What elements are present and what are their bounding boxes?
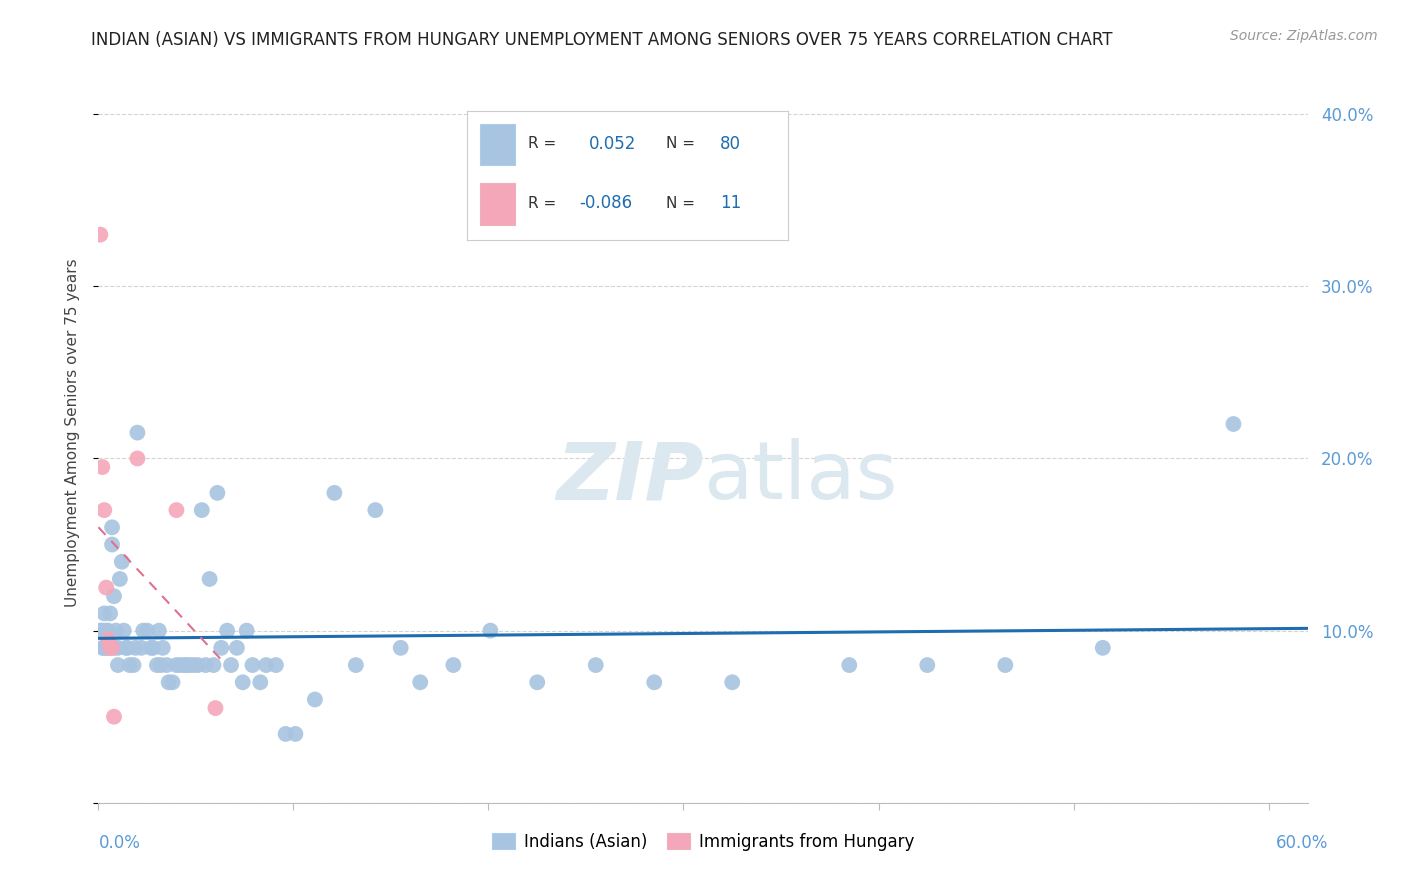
Point <box>209 640 232 655</box>
Point <box>202 658 225 673</box>
Point <box>93 607 115 621</box>
Point <box>107 640 129 655</box>
Point <box>96 624 118 638</box>
Point <box>101 520 124 534</box>
Point <box>198 572 221 586</box>
Point <box>97 640 120 655</box>
Point <box>389 640 412 655</box>
Point <box>994 658 1017 673</box>
Point <box>165 503 187 517</box>
Point <box>156 658 179 673</box>
Point <box>165 658 187 673</box>
Point <box>96 581 118 595</box>
Point <box>132 624 155 638</box>
Point <box>103 589 125 603</box>
Text: atlas: atlas <box>703 438 897 516</box>
Point <box>264 658 287 673</box>
Point <box>174 658 197 673</box>
Point <box>146 658 169 673</box>
Point <box>304 692 326 706</box>
Point <box>91 624 114 638</box>
Y-axis label: Unemployment Among Seniors over 75 years: Unemployment Among Seniors over 75 years <box>65 259 80 607</box>
Point <box>148 624 170 638</box>
Point <box>118 658 141 673</box>
Point <box>225 640 247 655</box>
Point <box>409 675 432 690</box>
Legend: Indians (Asian), Immigrants from Hungary: Indians (Asian), Immigrants from Hungary <box>485 826 921 857</box>
Point <box>98 640 121 655</box>
Point <box>96 640 118 655</box>
Point <box>107 658 129 673</box>
Point <box>344 658 367 673</box>
Point <box>162 675 184 690</box>
Point <box>721 675 744 690</box>
Point <box>254 658 277 673</box>
Point <box>217 624 239 638</box>
Point <box>1222 417 1244 431</box>
Point <box>274 727 297 741</box>
Point <box>101 640 124 655</box>
Point <box>204 701 226 715</box>
Point <box>139 640 162 655</box>
Point <box>1091 640 1114 655</box>
Point <box>249 675 271 690</box>
Point <box>104 624 127 638</box>
Point <box>111 555 134 569</box>
Point <box>89 624 111 638</box>
Point <box>235 624 257 638</box>
Text: 60.0%: 60.0% <box>1277 834 1329 852</box>
Point <box>526 675 548 690</box>
Point <box>136 624 159 638</box>
Point <box>114 640 136 655</box>
Point <box>97 624 120 638</box>
Point <box>157 675 180 690</box>
Point <box>183 658 205 673</box>
Point <box>91 460 114 475</box>
Point <box>917 658 939 673</box>
Text: INDIAN (ASIAN) VS IMMIGRANTS FROM HUNGARY UNEMPLOYMENT AMONG SENIORS OVER 75 YEA: INDIAN (ASIAN) VS IMMIGRANTS FROM HUNGAR… <box>91 31 1114 49</box>
Point <box>187 658 209 673</box>
Point <box>103 640 125 655</box>
Point <box>169 658 191 673</box>
Point <box>364 503 387 517</box>
Point <box>284 727 307 741</box>
Point <box>323 486 346 500</box>
Point <box>98 607 121 621</box>
Point <box>117 640 139 655</box>
Point <box>173 658 195 673</box>
Point <box>191 503 214 517</box>
Text: 0.0%: 0.0% <box>98 834 141 852</box>
Point <box>441 658 464 673</box>
Point <box>124 640 146 655</box>
Point <box>93 503 115 517</box>
Point <box>194 658 217 673</box>
Point <box>242 658 264 673</box>
Point <box>93 640 115 655</box>
Point <box>152 640 174 655</box>
Point <box>643 675 665 690</box>
Point <box>585 658 607 673</box>
Point <box>131 640 153 655</box>
Point <box>149 658 172 673</box>
Point <box>97 632 120 647</box>
Point <box>108 572 131 586</box>
Point <box>89 227 111 242</box>
Point <box>101 537 124 551</box>
Point <box>91 640 114 655</box>
Point <box>142 640 165 655</box>
Point <box>127 425 149 440</box>
Point <box>838 658 860 673</box>
Text: ZIP: ZIP <box>555 438 703 516</box>
Point <box>479 624 502 638</box>
Point <box>219 658 242 673</box>
Point <box>127 451 149 466</box>
Point <box>98 640 121 655</box>
Text: Source: ZipAtlas.com: Source: ZipAtlas.com <box>1230 29 1378 43</box>
Point <box>103 709 125 723</box>
Point <box>179 658 201 673</box>
Point <box>122 658 145 673</box>
Point <box>207 486 229 500</box>
Point <box>112 624 135 638</box>
Point <box>232 675 254 690</box>
